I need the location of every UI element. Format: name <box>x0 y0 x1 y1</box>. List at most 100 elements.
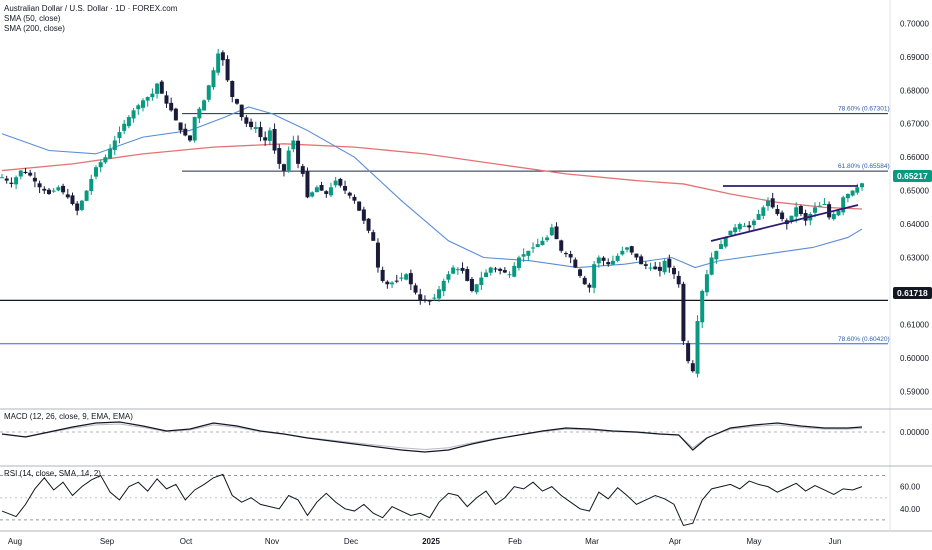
candle-body <box>766 200 771 207</box>
candle-body <box>657 266 662 271</box>
sma200-legend[interactable]: SMA (200, close) <box>4 24 65 33</box>
candle-body <box>803 213 808 221</box>
candle-body <box>418 294 423 301</box>
candle-body <box>653 266 658 270</box>
candle-body <box>305 171 310 198</box>
candle-body <box>479 277 484 286</box>
time-tick-label: Apr <box>669 537 682 546</box>
candle-body <box>531 247 536 249</box>
candle-body <box>629 246 634 253</box>
candle-body <box>498 268 503 271</box>
candle-body <box>484 272 489 278</box>
time-tick-label: Sep <box>100 537 115 546</box>
candle-body <box>582 277 587 285</box>
candle-body <box>747 225 752 228</box>
candle-body <box>230 80 235 97</box>
candle-body <box>390 282 395 285</box>
price-tick-label: 0.63000 <box>900 254 929 263</box>
sma50-line <box>1 106 863 269</box>
candle-body <box>164 95 169 104</box>
candle-body <box>202 100 207 111</box>
candle-body <box>841 197 846 213</box>
candle-body <box>197 108 202 119</box>
rsi-tick-label: 40.00 <box>900 505 921 514</box>
candle-body <box>488 267 493 273</box>
candle-body <box>535 244 540 248</box>
price-tick-label: 0.67000 <box>900 120 929 129</box>
candle-body <box>831 214 836 220</box>
candle-body <box>469 278 474 291</box>
candle-body <box>770 198 775 208</box>
candle-body <box>225 59 230 81</box>
price-axis[interactable]: 0.70000 0.69000 0.68000 0.67000 0.66000 0.650… <box>900 19 929 396</box>
candle-body <box>709 257 714 275</box>
candle-body <box>103 157 108 163</box>
symbol-title[interactable]: Australian Dollar / U.S. Dollar · 1D · F… <box>4 4 178 13</box>
candle-body <box>324 191 329 194</box>
time-tick-label: May <box>746 537 761 546</box>
candle-body <box>672 267 677 275</box>
fib-level-label: 78.60% (0.67301) <box>838 106 890 113</box>
candle-body <box>310 192 315 197</box>
candle-body <box>596 257 601 264</box>
candle-body <box>756 214 761 220</box>
candle-body <box>18 170 23 177</box>
candle-body <box>704 274 709 293</box>
candle-body <box>817 205 822 207</box>
lower-trendline <box>710 204 859 242</box>
candle-body <box>84 190 89 201</box>
candle-body <box>728 230 733 235</box>
candle-body <box>545 237 550 241</box>
candle-body <box>357 201 362 211</box>
time-tick-label: Nov <box>265 537 279 546</box>
candle-body <box>625 247 630 250</box>
candle-body <box>173 108 178 121</box>
time-tick-label: Dec <box>344 537 358 546</box>
candle-body <box>563 253 568 255</box>
candle-body <box>700 290 705 323</box>
candle-body <box>751 220 756 226</box>
candle-body <box>93 167 98 177</box>
candle-body <box>0 177 4 179</box>
candle-body <box>549 227 554 236</box>
candle-body <box>681 283 686 342</box>
candle-body <box>437 289 442 299</box>
support-price-tag: 0.61718 <box>893 287 932 299</box>
candle-body <box>427 300 432 302</box>
candle-body <box>432 297 437 299</box>
candle-body <box>131 110 136 119</box>
candle-body <box>211 70 216 88</box>
candle-body <box>521 254 526 257</box>
macd-pane: 0.00000 <box>0 408 932 453</box>
candle-body <box>451 267 456 274</box>
candle-body <box>178 122 183 131</box>
sma50-legend[interactable]: SMA (50, close) <box>4 14 61 23</box>
rsi-label: RSI (14, close, SMA, 14, 2) <box>4 469 101 478</box>
candle-body <box>371 232 376 241</box>
time-axis[interactable]: Aug Sep Oct Nov Dec 2025 Feb Mar Apr May Jun <box>0 530 932 546</box>
rsi-legend[interactable]: RSI (14, close, SMA, 14, 2) <box>4 469 101 479</box>
price-tick-label: 0.59000 <box>900 387 929 396</box>
candle-body <box>733 227 738 233</box>
candle-body <box>413 285 418 293</box>
fib-level-label: 61.80% (0.65584) <box>838 163 890 170</box>
macd-legend[interactable]: MACD (12, 26, close, 9, EMA, EMA) <box>4 412 133 422</box>
chart-legend: Australian Dollar / U.S. Dollar · 1D · F… <box>4 4 177 34</box>
candle-body <box>559 240 564 251</box>
candle-body <box>662 260 667 273</box>
candle-body <box>737 224 742 230</box>
candle-body <box>610 260 615 265</box>
candle-body <box>347 192 352 196</box>
candle-body <box>23 171 28 174</box>
candle-body <box>277 148 282 164</box>
candle-body <box>183 128 188 136</box>
candle-body <box>51 190 56 192</box>
candle-body <box>742 225 747 227</box>
candle-body <box>89 178 94 192</box>
candle-body <box>32 177 37 182</box>
candle-body <box>112 140 117 150</box>
candle-body <box>714 250 719 260</box>
candle-body <box>333 180 338 186</box>
candle-body <box>446 274 451 280</box>
